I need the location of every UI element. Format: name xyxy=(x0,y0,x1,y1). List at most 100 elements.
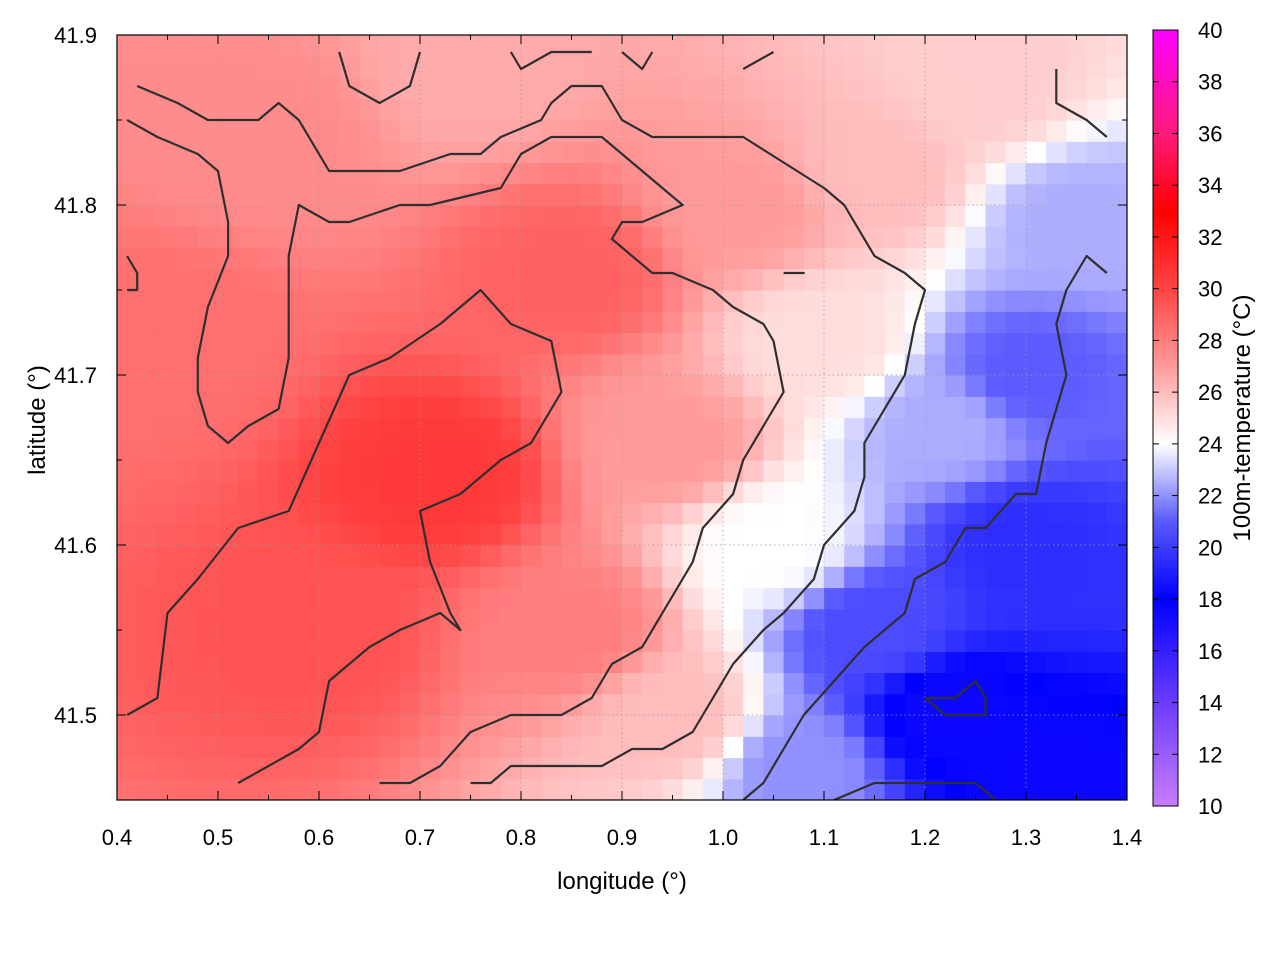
heatmap-cell xyxy=(622,757,643,780)
heatmap-cell xyxy=(258,438,280,461)
heatmap-cell xyxy=(359,332,381,355)
heatmap-cell xyxy=(359,566,381,589)
heatmap-cell xyxy=(844,672,865,695)
heatmap-cell xyxy=(1005,778,1027,800)
heatmap-cell xyxy=(622,651,643,674)
contour-lines xyxy=(126,50,1108,800)
heatmap-cell xyxy=(945,35,966,57)
heatmap-cell xyxy=(1066,98,1088,121)
heatmap-cell xyxy=(783,247,805,270)
heatmap-cell xyxy=(157,417,179,440)
heatmap-cell xyxy=(581,757,603,780)
heatmap-cell xyxy=(783,715,805,737)
heatmap-cell xyxy=(500,120,522,142)
heatmap-cell xyxy=(925,353,946,376)
heatmap-cell xyxy=(197,757,219,780)
heatmap-cell xyxy=(601,672,623,695)
heatmap-cell xyxy=(1086,630,1108,652)
heatmap-cell xyxy=(702,481,724,504)
heatmap-cell xyxy=(601,608,623,631)
heatmap-cell xyxy=(642,120,663,142)
heatmap-cell xyxy=(218,162,239,185)
heatmap-cell xyxy=(440,290,461,312)
heatmap-cell xyxy=(238,375,259,397)
heatmap-cell xyxy=(884,757,906,780)
heatmap-cell xyxy=(521,693,542,716)
heatmap-cell xyxy=(541,247,562,270)
x-tick-label: 1.4 xyxy=(1112,825,1143,850)
heatmap-cell xyxy=(460,587,482,610)
heatmap-cell xyxy=(763,438,785,461)
heatmap-cell xyxy=(500,56,522,79)
heatmap-cell xyxy=(945,438,966,461)
heatmap-cell xyxy=(157,566,179,589)
heatmap-cell xyxy=(298,56,320,79)
heatmap-cell xyxy=(1066,545,1088,567)
heatmap-cell xyxy=(702,438,724,461)
heatmap-cell xyxy=(197,715,219,737)
heatmap-cell xyxy=(177,778,199,800)
heatmap-cell xyxy=(925,120,946,142)
heatmap-cell xyxy=(238,523,259,546)
heatmap-cell xyxy=(965,141,987,164)
heatmap-cell xyxy=(420,396,441,419)
heatmap-cell xyxy=(864,141,886,164)
heatmap-cell xyxy=(258,311,280,334)
heatmap-cell xyxy=(157,757,179,780)
heatmap-cell xyxy=(622,226,643,249)
heatmap-cell xyxy=(440,77,461,100)
heatmap-cell xyxy=(157,268,179,291)
heatmap-cell xyxy=(117,778,138,800)
heatmap-cell xyxy=(319,290,340,312)
heatmap-cell xyxy=(682,226,704,249)
heatmap-cell xyxy=(500,375,522,397)
heatmap-cell xyxy=(561,205,583,227)
heatmap-cell xyxy=(521,205,542,227)
heatmap-cell xyxy=(561,630,583,652)
colorbar-tick-label: 32 xyxy=(1198,225,1222,250)
heatmap-cell xyxy=(763,693,785,716)
heatmap-cell xyxy=(420,545,441,567)
heatmap-cell xyxy=(399,736,421,759)
heatmap-cell xyxy=(783,566,805,589)
heatmap-cell xyxy=(399,77,421,100)
heatmap-cell xyxy=(884,120,906,142)
heatmap-cell xyxy=(642,77,663,100)
heatmap-cell xyxy=(137,417,158,440)
heatmap-cell xyxy=(1086,481,1108,504)
heatmap-cell xyxy=(339,183,360,206)
heatmap-cell xyxy=(521,630,542,652)
heatmap-cell xyxy=(399,56,421,79)
heatmap-cell xyxy=(844,247,865,270)
heatmap-cell xyxy=(137,778,158,800)
heatmap-cell xyxy=(783,183,805,206)
heatmap-cell xyxy=(622,736,643,759)
heatmap-cell xyxy=(359,545,381,567)
heatmap-cell xyxy=(803,587,825,610)
heatmap-cell xyxy=(521,375,542,397)
heatmap-cell xyxy=(1005,290,1027,312)
heatmap-cell xyxy=(319,460,340,482)
heatmap-cell xyxy=(319,141,340,164)
heatmap-cell xyxy=(500,693,522,716)
heatmap-cell xyxy=(399,375,421,397)
heatmap-cell xyxy=(642,396,663,419)
heatmap-cell xyxy=(601,396,623,419)
x-axis: 0.4 0.5 0.6 0.7 0.8 0.9 1.0 1.1 1.2 1.3 1.4 xyxy=(102,35,1143,850)
heatmap-cell xyxy=(642,523,663,546)
heatmap-cell xyxy=(985,417,1007,440)
heatmap-cell xyxy=(884,35,906,57)
heatmap-cell xyxy=(743,35,764,57)
heatmap-cell xyxy=(278,353,300,376)
heatmap-cell xyxy=(945,332,966,355)
heatmap-cell xyxy=(440,715,461,737)
heatmap-cell xyxy=(420,438,441,461)
heatmap-cell xyxy=(197,587,219,610)
heatmap-cell xyxy=(904,460,926,482)
heatmap-cell xyxy=(622,672,643,695)
heatmap-cell xyxy=(682,205,704,227)
heatmap-cell xyxy=(783,438,805,461)
heatmap-cell xyxy=(319,778,340,800)
heatmap-cell xyxy=(177,502,199,525)
